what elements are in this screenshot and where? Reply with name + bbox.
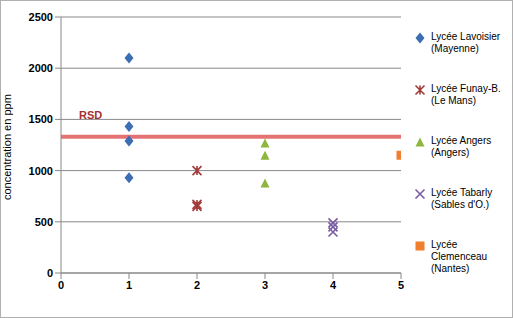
svg-text:1500: 1500 — [29, 113, 53, 125]
svg-text:1: 1 — [126, 279, 132, 291]
svg-text:2: 2 — [194, 279, 200, 291]
svg-text:concentration en ppm: concentration en ppm — [8, 94, 13, 200]
svg-text:0: 0 — [47, 267, 53, 279]
svg-text:2500: 2500 — [29, 11, 53, 23]
svg-text:3: 3 — [262, 279, 268, 291]
svg-text:2000: 2000 — [29, 62, 53, 74]
html-text:Lycée Angers (Angers): Lycée Angers (Angers) — [431, 135, 492, 158]
html-text:Lycée Funay-B. (Le Mans): Lycée Funay-B. (Le Mans) — [431, 83, 501, 106]
svg-text:4: 4 — [330, 279, 337, 291]
html-text:Lycée Clemenceau (Nantes): Lycée Clemenceau (Nantes) — [431, 239, 488, 274]
svg-text:0: 0 — [58, 279, 64, 291]
html-text:Lycée Lavoisier (Mayenne): Lycée Lavoisier (Mayenne) — [431, 31, 501, 54]
svg-text:500: 500 — [35, 216, 53, 228]
html-text:Lycée Tabarly (Sables d'O.): Lycée Tabarly (Sables d'O.) — [431, 187, 493, 210]
svg-text:RSD: RSD — [79, 109, 102, 121]
svg-text:1000: 1000 — [29, 165, 53, 177]
svg-text:5: 5 — [398, 279, 404, 291]
